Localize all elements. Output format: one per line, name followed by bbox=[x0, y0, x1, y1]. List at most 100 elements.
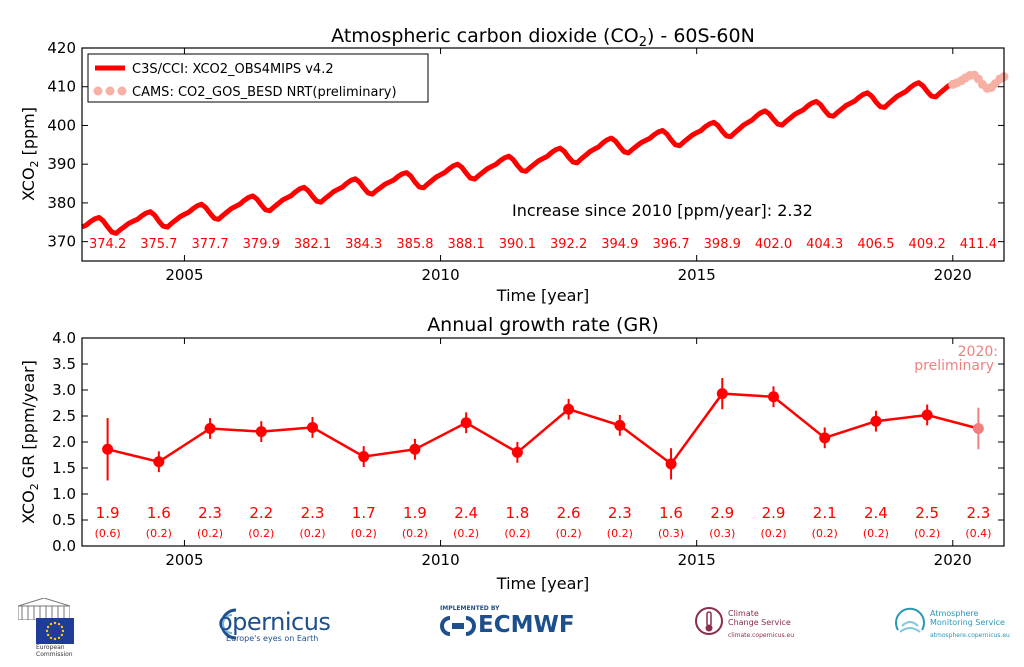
growth-rate-point bbox=[511, 446, 523, 458]
annual-mean-label: 374.2 bbox=[89, 237, 126, 252]
bottom-y-tick: 2.0 bbox=[52, 433, 1004, 451]
growth-rate-error-label: (0.2) bbox=[402, 527, 428, 540]
top-y-tick-label: 400 bbox=[47, 116, 76, 134]
growth-rate-error-label: (0.2) bbox=[556, 527, 582, 540]
top-y-tick-label: 370 bbox=[47, 233, 76, 251]
growth-rate-point bbox=[204, 422, 216, 434]
bottom-y-tick: 1.5 bbox=[52, 459, 1004, 477]
top-y-tick-label: 380 bbox=[47, 194, 76, 212]
growth-rate-error-label: (0.6) bbox=[95, 527, 121, 540]
bottom-y-tick: 2.5 bbox=[52, 407, 1004, 425]
preliminary-annotation-line1: 2020: bbox=[958, 344, 998, 360]
growth-rate-point bbox=[614, 419, 626, 431]
growth-rate-value-label: 2.3 bbox=[198, 504, 222, 522]
growth-rate-error-label: (0.2) bbox=[812, 527, 838, 540]
top-y-tick-label: 410 bbox=[47, 78, 76, 96]
growth-rate-point bbox=[665, 458, 677, 470]
growth-rate-error-label: (0.2) bbox=[914, 527, 940, 540]
ecmwf-implemented-by: IMPLEMENTED BY bbox=[440, 605, 500, 612]
annual-mean-label: 411.4 bbox=[960, 237, 997, 252]
annual-mean-label: 398.9 bbox=[704, 237, 741, 252]
ec-building-icon bbox=[18, 598, 70, 620]
growth-rate-error-label: (0.3) bbox=[658, 527, 684, 540]
ec-logo: European Commission bbox=[0, 596, 110, 658]
bottom-x-tick-label: 2005 bbox=[165, 551, 203, 569]
top-y-tick-label: 420 bbox=[47, 39, 76, 57]
growth-rate-value-label: 2.9 bbox=[710, 504, 734, 522]
growth-rate-value-label: 1.6 bbox=[147, 504, 171, 522]
growth-rate-value-label: 1.8 bbox=[505, 504, 529, 522]
bottom-y-tick-label: 2.5 bbox=[52, 407, 76, 425]
annual-mean-label: 406.5 bbox=[857, 237, 894, 252]
growth-rate-error-label: (0.2) bbox=[863, 527, 889, 540]
bottom-y-tick-label: 0.0 bbox=[52, 537, 76, 555]
legend-swatch-cams-dot bbox=[117, 86, 127, 96]
ec-caption: European Commission bbox=[36, 644, 73, 658]
top-y-tick-label: 390 bbox=[47, 155, 76, 173]
annual-mean-label: 392.2 bbox=[550, 237, 587, 252]
growth-rate-value-label: 1.9 bbox=[96, 504, 120, 522]
bottom-y-tick: 0.5 bbox=[52, 511, 1004, 529]
growth-rate-error-label: (0.4) bbox=[965, 527, 991, 540]
growth-rate-value-label: 2.6 bbox=[557, 504, 581, 522]
growth-rate-point bbox=[460, 417, 472, 429]
growth-rate-point bbox=[102, 443, 114, 455]
growth-rate-line bbox=[107, 392, 979, 466]
annual-mean-label: 377.7 bbox=[191, 237, 228, 252]
top-plot-frame bbox=[81, 47, 1005, 262]
growth-rate-point bbox=[358, 451, 370, 463]
c3s-url: climate.copernicus.eu bbox=[728, 632, 795, 639]
bottom-y-tick-label: 1.0 bbox=[52, 485, 76, 503]
top-y-axis-label: XCO2 [ppm] bbox=[19, 107, 41, 201]
top-x-tick-label: 2005 bbox=[165, 266, 203, 284]
growth-rate-point bbox=[716, 388, 728, 400]
top-y-tick: 400 bbox=[47, 116, 1004, 134]
legend-label-c3s: C3S/CCI: XCO2_OBS4MIPS v4.2 bbox=[132, 62, 334, 77]
copernicus-swirl-icon bbox=[220, 608, 237, 640]
growth-rate-error-label: (0.2) bbox=[351, 527, 377, 540]
bottom-y-tick: 1.0 bbox=[52, 485, 1004, 503]
preliminary-annotation-line2: preliminary bbox=[914, 358, 994, 374]
copernicus-tagline: Europe's eyes on Earth bbox=[226, 634, 319, 643]
legend-label-cams: CAMS: CO2_GOS_BESD NRT(preliminary) bbox=[132, 85, 397, 100]
top-legend: C3S/CCI: XCO2_OBS4MIPS v4.2 CAMS: CO2_GO… bbox=[87, 53, 429, 103]
growth-rate-value-label: 2.9 bbox=[762, 504, 786, 522]
growth-rate-error-label: (0.2) bbox=[248, 527, 274, 540]
growth-rate-chart: Annual growth rate (GR) 2005 2010 2015 2020… bbox=[19, 314, 1005, 593]
top-x-tick-label: 2010 bbox=[421, 266, 459, 284]
growth-rate-value-label: 2.5 bbox=[915, 504, 939, 522]
bottom-x-axis-label: Time [year] bbox=[496, 574, 589, 593]
top-x-tick: 2010 bbox=[421, 48, 460, 284]
growth-rate-value-label: 2.4 bbox=[454, 504, 478, 522]
annual-mean-label: 404.3 bbox=[806, 237, 843, 252]
growth-rate-point bbox=[819, 432, 831, 444]
annual-mean-label: 388.1 bbox=[448, 237, 485, 252]
bottom-y-tick-label: 2.0 bbox=[52, 433, 76, 451]
growth-rate-point bbox=[563, 403, 575, 415]
annual-mean-label: 385.8 bbox=[396, 237, 433, 252]
bottom-y-tick: 0.0 bbox=[52, 537, 1004, 555]
growth-rate-value-label: 2.3 bbox=[301, 504, 325, 522]
bottom-x-tick-label: 2020 bbox=[934, 551, 972, 569]
climate-service-icon bbox=[695, 607, 723, 635]
bottom-x-tick: 2005 bbox=[165, 338, 204, 569]
growth-rate-error-label: (0.2) bbox=[453, 527, 479, 540]
top-x-tick-label: 2020 bbox=[934, 266, 972, 284]
logo-strip: European Commission opernicus Europe's ey… bbox=[0, 596, 1024, 667]
growth-rate-value-label: 1.6 bbox=[659, 504, 683, 522]
bottom-y-tick-label: 0.5 bbox=[52, 511, 76, 529]
top-y-tick: 420 bbox=[47, 39, 1004, 57]
top-x-axis-label: Time [year] bbox=[496, 286, 589, 305]
top-y-tick: 390 bbox=[47, 155, 1004, 173]
bottom-y-tick: 3.0 bbox=[52, 381, 1004, 399]
co2-concentration-chart: Atmospheric carbon dioxide (CO2) - 60S-6… bbox=[19, 25, 1009, 305]
growth-rate-error-label: (0.2) bbox=[607, 527, 633, 540]
cams-title: Atmosphere Monitoring Service bbox=[930, 609, 1005, 627]
annual-mean-label: 390.1 bbox=[499, 237, 536, 252]
annual-mean-label: 382.1 bbox=[294, 237, 331, 252]
growth-rate-value-label: 2.1 bbox=[813, 504, 837, 522]
growth-rate-value-label: 1.9 bbox=[403, 504, 427, 522]
growth-rate-error-label: (0.2) bbox=[760, 527, 786, 540]
atmosphere-service-icon bbox=[895, 607, 925, 633]
